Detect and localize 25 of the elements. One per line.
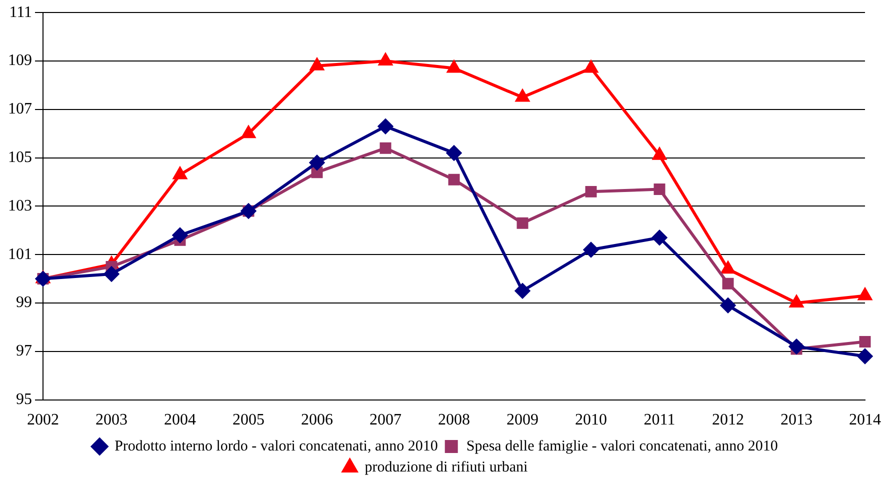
x-tick-label: 2013	[780, 412, 812, 429]
legend-label: Prodotto interno lordo - valori concatenati, anno 2010	[114, 438, 438, 454]
y-tick-label: 111	[9, 4, 32, 21]
legend-label: produzione di rifiuti urbani	[364, 459, 528, 476]
x-tick-label: 2002	[27, 412, 59, 429]
x-tick-label: 2005	[232, 412, 264, 429]
x-tick-label: 2008	[438, 412, 470, 429]
x-tick-label: 2012	[712, 412, 744, 429]
x-tick-label: 2004	[164, 412, 196, 429]
x-tick-label: 2014	[849, 412, 881, 429]
y-tick-label: 107	[8, 100, 32, 118]
y-tick-label: 101	[8, 246, 32, 263]
legend-label: Spesa delle famiglie - valori concatenati, anno 2010	[466, 438, 778, 454]
y-tick-label: 103	[8, 197, 32, 214]
x-tick-label: 2006	[301, 412, 333, 429]
x-tick-label: 2003	[96, 412, 128, 429]
y-tick-label: 95	[16, 391, 32, 408]
y-tick-label: 109	[8, 52, 32, 70]
x-tick-label: 2009	[506, 412, 538, 429]
y-tick-label: 99	[16, 294, 32, 312]
x-tick-label: 2011	[644, 412, 676, 429]
x-tick-label: 2007	[370, 412, 402, 429]
x-tick-label: 2010	[575, 412, 607, 429]
y-tick-label: 97	[16, 342, 32, 360]
y-tick-label: 105	[8, 149, 32, 166]
